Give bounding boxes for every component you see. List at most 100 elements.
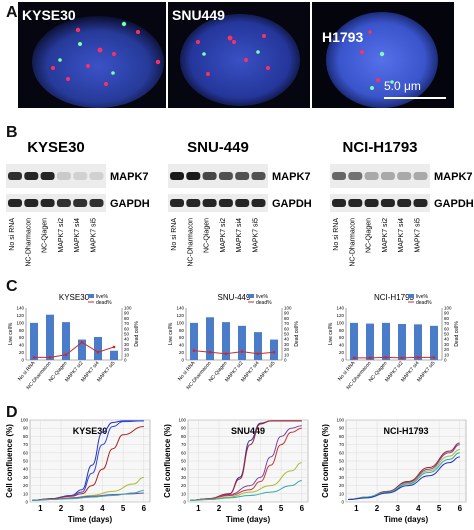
blot-band: [364, 172, 379, 180]
legend-swatch-live: [88, 294, 94, 298]
micrograph-label: SNU449: [172, 7, 225, 23]
y-tick-label: 30: [181, 475, 187, 480]
western-blot-2: NCI-H1793 MAPK7 GAPDH No si RNA NC-Dharmacon…: [330, 139, 474, 267]
y-tick-label: 80: [23, 434, 29, 439]
x-tick-label: 2: [375, 504, 380, 513]
point-dead: [224, 352, 228, 355]
growth-curve-series-3: [190, 427, 302, 501]
x-tick-label: 2: [217, 504, 222, 513]
y2-tick-label: 60: [284, 326, 290, 331]
fish-signal-dots: [196, 34, 270, 76]
y-tick-label: 120: [176, 313, 184, 318]
y-tick-label: 80: [339, 328, 345, 333]
growth-curve-series-4: [348, 456, 460, 501]
bar-live: [206, 317, 214, 360]
y2-tick-label: 30: [444, 342, 450, 347]
x-tick-label: 5: [121, 504, 126, 513]
panel-letter-c: C: [6, 278, 18, 295]
growth-curve-series-2: [32, 426, 144, 501]
x-tick-label: 6: [142, 504, 147, 513]
y-tick-label: 120: [16, 313, 24, 318]
y-tick-label: 20: [181, 483, 187, 488]
x-tick-label: 5: [279, 504, 284, 513]
y-tick-label: 20: [179, 350, 185, 355]
blot-band: [186, 172, 201, 180]
point-dead: [384, 356, 388, 359]
point-dead: [80, 341, 84, 344]
y-tick-label: 70: [339, 442, 345, 447]
blot-strip-mapk7: [6, 164, 106, 188]
x-tick-label: 5: [437, 504, 442, 513]
y-axis-label: Cell confluence (%): [321, 424, 330, 498]
y-tick-label: 40: [179, 343, 185, 348]
chart-title: SNU449: [231, 426, 265, 436]
y2-tick-label: 70: [284, 321, 290, 326]
y-tick-label: 60: [179, 335, 185, 340]
panel-c-viability-charts: KYSE30 live%dead%020406080100120140010203…: [8, 293, 460, 391]
x-tick-label: 3: [395, 504, 400, 513]
growth-curve-series-5: [190, 480, 302, 501]
bar-live: [110, 350, 118, 360]
blot-band: [251, 199, 266, 207]
point-dead: [64, 353, 68, 356]
lane-label: No si RNA: [171, 218, 178, 251]
x-tick-label: 6: [458, 504, 463, 513]
blot-band: [89, 199, 104, 207]
y-tick-label: 90: [23, 426, 29, 431]
y2-tick-label: 40: [444, 337, 450, 342]
lane-label: NC-Dharmacon: [25, 218, 32, 267]
blot-band: [186, 199, 201, 207]
y-tick-label: 20: [23, 483, 29, 488]
lane-label: MAPK7 si5: [91, 218, 98, 253]
bar-live: [350, 322, 358, 360]
x-tick-label: 4: [100, 504, 105, 513]
viability-chart-2: NCI-H1793 live%dead%020406080100120140010…: [328, 293, 460, 391]
legend-label-live: live%: [256, 294, 269, 300]
y-tick-label: 20: [339, 483, 345, 488]
viability-chart-0: KYSE30 live%dead%020406080100120140010203…: [8, 293, 140, 391]
point-dead: [240, 350, 244, 353]
y2-tick-label: 70: [444, 321, 450, 326]
y-tick-label: 50: [23, 459, 29, 464]
blot-title: SNU-449: [187, 139, 249, 156]
lane-label: No si RNA: [333, 218, 340, 251]
viability-chart-1: SNU-449 live%dead%02040608010012014001020…: [168, 293, 300, 391]
y-tick-label: 80: [181, 434, 187, 439]
blot-band: [218, 172, 233, 180]
x-axis-label: Time (days): [384, 515, 429, 524]
x-tick-label: 1: [354, 504, 359, 513]
y2-tick-label: 80: [124, 316, 130, 321]
lane-label: No si RNA: [9, 218, 16, 251]
point-dead: [112, 345, 116, 349]
micrograph-snu449: SNU449: [168, 2, 310, 108]
band-label-mapk7: MAPK7: [434, 171, 473, 183]
y2-tick-label: 40: [284, 337, 290, 342]
micrograph-label: KYSE30: [22, 7, 76, 23]
micrograph-label: H1793: [322, 29, 363, 45]
y-tick-label: 80: [19, 328, 25, 333]
growth-curve-series-5: [32, 490, 144, 501]
blot-band: [56, 199, 71, 207]
blot-band: [235, 199, 250, 207]
y-tick-label: 10: [23, 491, 29, 496]
blot-band: [364, 199, 379, 207]
legend-swatch-live: [408, 294, 414, 298]
western-blot-0: KYSE30 MAPK7 GAPDH No si RNA NC-Dharmacon NC-…: [6, 139, 150, 267]
band-label-gapdh: GAPDH: [434, 198, 474, 210]
blot-band: [380, 172, 395, 180]
y-tick-label: 30: [339, 475, 345, 480]
panel-letter-d: D: [6, 404, 18, 421]
y2-tick-label: 20: [444, 347, 450, 352]
y2-axis-label: Dead cell%: [454, 321, 460, 347]
blot-band: [40, 199, 55, 207]
y-axis-label: Live cell%: [328, 322, 334, 345]
y-tick-label: 60: [339, 450, 345, 455]
y-tick-label: 0: [181, 358, 184, 363]
micrograph-kyse30: KYSE30: [18, 2, 166, 108]
lane-label: MAPK7 si4: [398, 218, 405, 253]
lane-label: MAPK7 si2: [382, 218, 389, 253]
growth-chart-0: 0 10 20 30 40 50 60 70 80 90 100 1 2 3 4 5 6 KYSE30 Time (…: [5, 418, 151, 524]
y2-tick-label: 20: [284, 347, 290, 352]
legend-label-dead: dead%: [256, 300, 272, 306]
